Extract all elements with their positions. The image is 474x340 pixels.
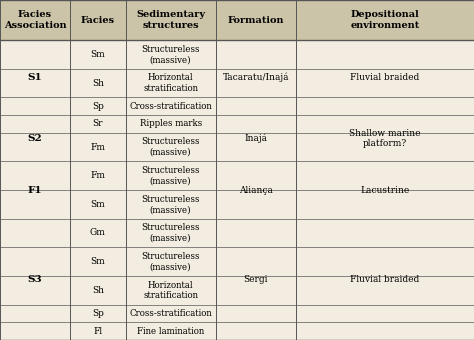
Text: Sm: Sm (91, 200, 105, 209)
Text: Sm: Sm (91, 50, 105, 59)
Text: Formation: Formation (228, 16, 284, 24)
Text: Sp: Sp (92, 102, 104, 111)
Text: Horizontal
stratification: Horizontal stratification (143, 73, 198, 93)
Text: Facies
Association: Facies Association (4, 10, 66, 30)
Text: Facies: Facies (81, 16, 115, 24)
Text: Structureless
(massive): Structureless (massive) (141, 45, 200, 64)
Text: Structureless
(massive): Structureless (massive) (141, 137, 200, 157)
Text: Sh: Sh (92, 79, 104, 88)
Text: Sr: Sr (92, 119, 103, 129)
Text: Structureless
(massive): Structureless (massive) (141, 223, 200, 243)
Text: Fl: Fl (93, 327, 102, 336)
Text: Fluvial braided: Fluvial braided (350, 275, 420, 284)
Text: Structureless
(massive): Structureless (massive) (141, 252, 200, 271)
Text: Gm: Gm (90, 228, 106, 238)
Text: F1: F1 (28, 186, 42, 194)
Text: Lacustrine: Lacustrine (361, 186, 410, 194)
Text: Aliança: Aliança (239, 186, 273, 194)
Text: Sh: Sh (92, 286, 104, 295)
Text: Fm: Fm (91, 142, 105, 152)
Text: Sedimentary
structures: Sedimentary structures (136, 10, 205, 30)
Text: Fm: Fm (91, 171, 105, 180)
Text: S3: S3 (28, 275, 42, 284)
Text: Shallow marine
platform?: Shallow marine platform? (349, 129, 421, 148)
Text: Ripples marks: Ripples marks (139, 119, 202, 129)
Text: Depositional
environment: Depositional environment (350, 10, 420, 30)
Bar (0, 0, 474, 40)
Text: Structureless
(massive): Structureless (massive) (141, 195, 200, 214)
Text: Sp: Sp (92, 309, 104, 318)
Text: Cross-stratification: Cross-stratification (129, 309, 212, 318)
Text: Structureless
(massive): Structureless (massive) (141, 166, 200, 185)
Text: Inajá: Inajá (245, 134, 267, 143)
Text: S2: S2 (27, 134, 43, 143)
Text: S1: S1 (27, 73, 43, 82)
Text: Fine lamination: Fine lamination (137, 327, 204, 336)
Text: Tacaratu/Inajá: Tacaratu/Inajá (223, 73, 289, 82)
Text: Cross-stratification: Cross-stratification (129, 102, 212, 111)
Text: Sergi: Sergi (244, 275, 268, 284)
Text: Fluvial braided: Fluvial braided (350, 73, 420, 82)
Text: Horizontal
stratification: Horizontal stratification (143, 280, 198, 300)
Text: Sm: Sm (91, 257, 105, 266)
